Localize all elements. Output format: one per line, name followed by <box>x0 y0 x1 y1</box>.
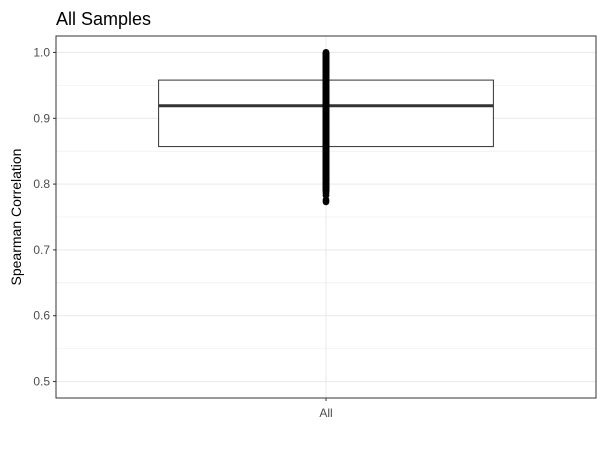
y-tick-label: 0.7 <box>33 243 50 257</box>
x-tick-label: All <box>319 406 332 420</box>
y-tick-label: 0.9 <box>33 111 50 125</box>
y-axis-title: Spearman Correlation <box>8 149 24 286</box>
sample-point <box>322 49 330 56</box>
x-axis: All <box>319 398 333 420</box>
box-layer <box>158 49 494 206</box>
y-tick-label: 0.5 <box>33 375 50 389</box>
outlier-point <box>322 198 330 206</box>
y-tick-label: 0.6 <box>33 309 50 323</box>
chart-title: All Samples <box>56 9 151 29</box>
y-tick-label: 1.0 <box>33 45 50 59</box>
y-tick-label: 0.8 <box>33 177 50 191</box>
y-axis: 0.5 0.6 0.7 0.8 0.9 1.0 <box>33 45 56 389</box>
